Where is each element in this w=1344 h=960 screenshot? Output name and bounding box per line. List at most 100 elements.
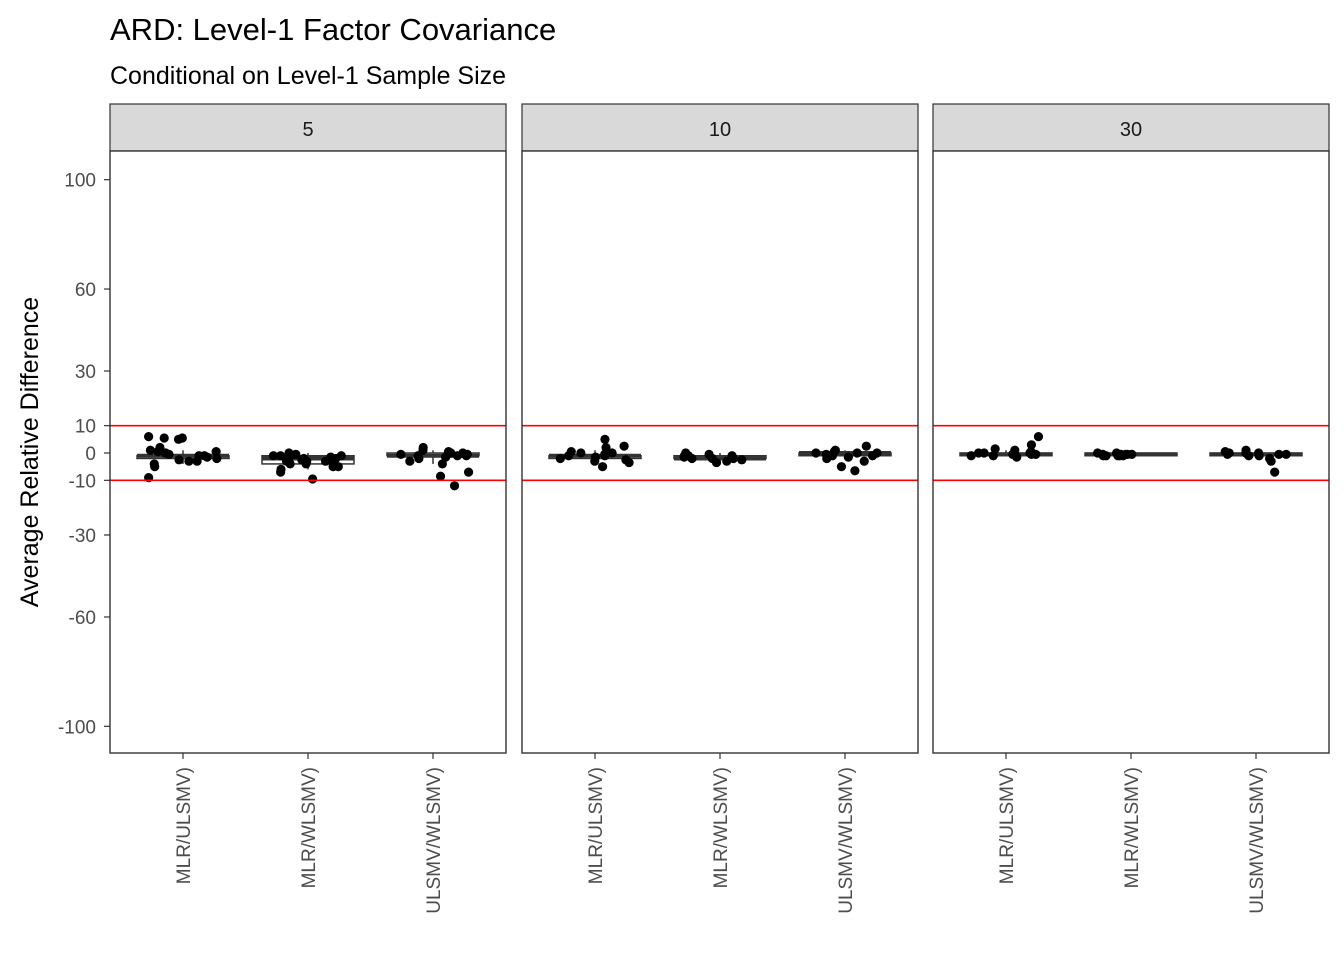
data-point (177, 433, 187, 443)
data-point (973, 448, 984, 458)
data-point (320, 456, 331, 466)
data-point (1266, 456, 1276, 466)
facet-strip-label: 10 (709, 119, 731, 141)
facet-panel-10: 10 MLR/ULSMV) MLR/WLSMV) ULSMV/WLSMV) (521, 103, 919, 914)
y-tick-label: -30 (69, 526, 96, 547)
data-point (624, 457, 634, 468)
data-point (437, 459, 447, 469)
data-point (153, 447, 163, 457)
data-point (1127, 449, 1137, 459)
data-point (861, 441, 871, 451)
data-point (333, 462, 343, 472)
data-point (145, 445, 155, 455)
x-tick-label: MLR/WLSMV) (299, 767, 320, 888)
facet-strip (109, 103, 507, 152)
data-point (449, 481, 460, 491)
data-point (268, 451, 279, 461)
data-point (405, 456, 415, 466)
data-point (607, 448, 617, 458)
data-point (722, 456, 732, 466)
points-mlr-ulsmv (555, 434, 634, 472)
data-point (850, 466, 860, 476)
points-mlr-wlsmv (679, 448, 747, 468)
data-point (1281, 449, 1291, 459)
data-point (1026, 440, 1037, 450)
facet-strip-label: 5 (302, 119, 313, 141)
facet-strip-label: 30 (1120, 119, 1142, 141)
data-point (564, 451, 574, 461)
y-tick-label: -100 (58, 717, 96, 738)
x-tick-label: MLR/ULSMV) (174, 767, 195, 884)
points-ulsmv-wlsmv (396, 442, 474, 491)
facet-panel-5: 5 MLR/ULSMV) MLR/WLSMV) ULSMV/WLSMV) (109, 103, 507, 914)
data-point (597, 462, 608, 472)
data-point (174, 455, 184, 465)
data-point (590, 456, 600, 466)
panel-plot-area (136, 432, 480, 491)
y-tick-label: 0 (85, 444, 96, 465)
panel-plot-area (548, 434, 892, 476)
y-tick-label: 30 (75, 362, 96, 383)
data-point (144, 432, 154, 442)
data-point (199, 451, 209, 461)
data-point (413, 451, 423, 461)
data-point (619, 441, 629, 451)
points-ulsmv-wlsmv (811, 441, 882, 476)
data-point (184, 456, 194, 466)
data-point (1254, 451, 1264, 461)
data-point (859, 456, 869, 466)
x-tick-label: ULSMV/WLSMV) (836, 767, 857, 914)
data-point (1118, 451, 1128, 461)
data-point (687, 453, 697, 464)
data-point (822, 453, 832, 464)
data-point (711, 457, 722, 468)
x-tick-label: ULSMV/WLSMV) (1247, 767, 1268, 914)
points-mlr-wlsmv (1092, 448, 1137, 461)
points-mlr-ulsmv (144, 432, 222, 483)
data-point (396, 449, 406, 459)
y-axis-label: Average Relative Difference (16, 297, 44, 607)
data-point (737, 455, 747, 465)
y-tick-label: -60 (69, 608, 96, 629)
x-tick-label: ULSMV/WLSMV) (424, 767, 445, 914)
data-point (192, 456, 202, 466)
chart-subtitle: Conditional on Level-1 Sample Size (110, 62, 506, 90)
data-point (966, 451, 976, 461)
data-point (1012, 452, 1022, 462)
panel-background (110, 151, 506, 753)
data-point (435, 471, 446, 481)
data-point (601, 442, 611, 453)
data-point (1033, 432, 1044, 442)
data-point (308, 474, 318, 484)
data-point (164, 449, 174, 459)
data-point (211, 447, 221, 457)
data-point (1274, 449, 1284, 459)
facet-strip (932, 103, 1330, 152)
data-point (867, 451, 878, 461)
x-tick-label: MLR/ULSMV) (586, 767, 607, 884)
data-point (843, 452, 853, 462)
y-tick-label: 10 (75, 417, 96, 438)
y-tick-label: 60 (75, 280, 96, 301)
chart-title: ARD: Level-1 Factor Covariance (110, 12, 556, 47)
data-point (458, 448, 468, 458)
data-point (463, 467, 474, 477)
data-point (1270, 467, 1280, 477)
data-point (276, 467, 286, 477)
facet-panels: 5 MLR/ULSMV) MLR/WLSMV) ULSMV/WLSMV) 10 MLR/U… (109, 103, 1330, 914)
data-point (600, 451, 610, 461)
data-point (1098, 449, 1108, 459)
data-point (811, 448, 821, 458)
points-ulsmv-wlsmv (1220, 445, 1291, 477)
data-point (1244, 451, 1254, 461)
data-point (159, 433, 169, 443)
x-tick-label: MLR/ULSMV) (997, 767, 1018, 884)
data-point (576, 448, 586, 458)
data-point (600, 434, 610, 444)
data-point (836, 462, 847, 472)
points-mlr-wlsmv (268, 448, 346, 484)
x-tick-label: MLR/WLSMV) (711, 767, 732, 888)
data-point (150, 462, 160, 472)
